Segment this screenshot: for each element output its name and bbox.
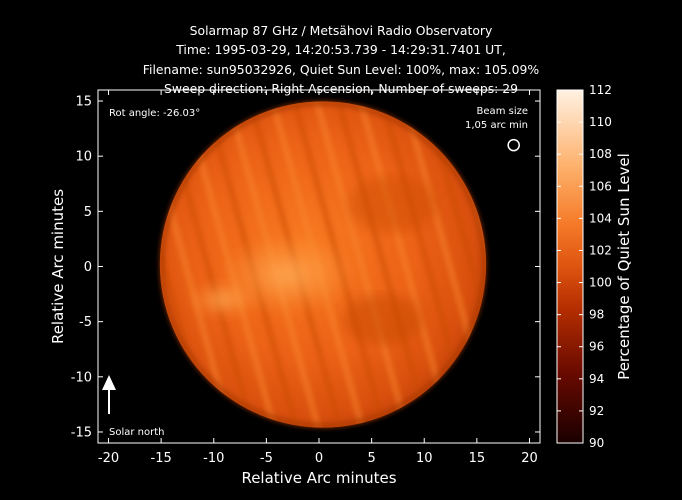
y-tick-label: -5 bbox=[79, 315, 92, 330]
colorbar-label: Percentage of Quiet Sun Level bbox=[615, 153, 633, 380]
limb-darkening bbox=[158, 100, 488, 429]
x-tick-label: 5 bbox=[367, 451, 375, 466]
y-axis-label: Relative Arc minutes bbox=[49, 189, 67, 344]
colorbar-tick-label: 112 bbox=[589, 83, 612, 97]
colorbar-ticks: 112 110 108 106 104 102 100 98 96 94 92 90 bbox=[557, 83, 612, 450]
y-tick-label: 15 bbox=[75, 95, 92, 110]
colorbar-tick-label: 102 bbox=[589, 243, 612, 257]
solar-north-label: Solar north bbox=[109, 427, 165, 438]
x-axis-label: Relative Arc minutes bbox=[241, 469, 396, 487]
beam-size-label: Beam size bbox=[477, 106, 528, 117]
sweep-streak bbox=[0, 91, 35, 437]
sweep-streak bbox=[0, 91, 79, 437]
colorbar-tick-label: 104 bbox=[589, 211, 612, 225]
y-tick-label: -15 bbox=[71, 425, 92, 440]
colorbar-frame bbox=[556, 89, 584, 444]
title-line-3: Filename: sun95032926, Quiet Sun Level: … bbox=[142, 61, 540, 77]
y-tick-label: 10 bbox=[75, 150, 92, 165]
x-axis: -20 -15 -10 -5 0 5 10 15 20 bbox=[98, 90, 538, 466]
x-tick-label: -20 bbox=[98, 451, 119, 466]
colorbar-tick-label: 110 bbox=[589, 115, 612, 129]
sweep-streak bbox=[310, 101, 413, 428]
y-tick-label: 0 bbox=[84, 260, 92, 275]
y-tick-label: 5 bbox=[84, 205, 92, 220]
title-line-4: Sweep direction: Right Ascension, Number… bbox=[163, 81, 519, 97]
x-tick-label: -5 bbox=[260, 451, 273, 466]
colorbar-tick-label: 90 bbox=[589, 436, 604, 450]
title-line-2: Time: 1995-03-29, 14:20:53.739 - 14:29:3… bbox=[176, 42, 506, 58]
dim-patch bbox=[348, 176, 438, 233]
x-tick-label: 20 bbox=[521, 451, 538, 466]
dim-patch bbox=[343, 294, 423, 345]
colorbar-tick-label: 96 bbox=[589, 340, 604, 354]
colorbar-tick-label: 100 bbox=[589, 276, 612, 290]
x-tick-label: 10 bbox=[416, 451, 433, 466]
x-tick-label: 15 bbox=[469, 451, 486, 466]
sweep-streak bbox=[159, 101, 237, 428]
rotation-angle-label: Rot angle: -26.03° bbox=[109, 108, 200, 119]
x-tick-label: -15 bbox=[151, 451, 172, 466]
bright-patch bbox=[188, 281, 258, 318]
x-tick-label: 0 bbox=[315, 451, 323, 466]
sweep-streak bbox=[0, 91, 13, 437]
sweep-streak bbox=[332, 101, 435, 428]
beam-size-marker bbox=[507, 138, 520, 152]
y-axis: 15 10 5 0 -5 -10 -15 bbox=[71, 95, 540, 440]
title-line-1: Solarmap 87 GHz / Metsähovi Radio Observ… bbox=[189, 23, 493, 38]
colorbar-tick-label: 92 bbox=[589, 404, 604, 418]
x-tick-label: -10 bbox=[203, 451, 224, 466]
colorbar-tick-label: 98 bbox=[589, 308, 604, 322]
colorbar bbox=[557, 90, 583, 443]
colorbar-tick-label: 94 bbox=[589, 372, 604, 386]
y-tick-label: -10 bbox=[71, 370, 92, 385]
chart-title: Solarmap 87 GHz / Metsähovi Radio Observ… bbox=[0, 21, 682, 99]
north-arrow-icon bbox=[102, 375, 116, 414]
colorbar-tick-label: 108 bbox=[589, 147, 612, 161]
colorbar-tick-label: 106 bbox=[589, 179, 612, 193]
beam-size-value: 1,05 arc min bbox=[465, 120, 528, 131]
